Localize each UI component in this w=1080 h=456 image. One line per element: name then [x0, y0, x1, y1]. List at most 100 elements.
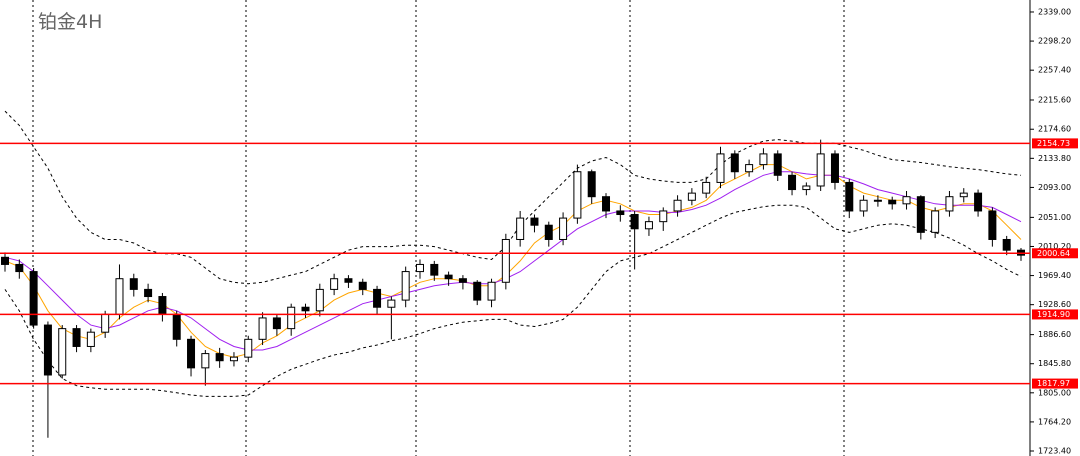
level-label: 2000.64: [1037, 249, 1070, 258]
candle-body: [58, 328, 67, 376]
candle-body: [344, 278, 353, 283]
candle-body: [330, 278, 339, 290]
candle-body: [687, 192, 696, 201]
candle-body: [115, 278, 124, 315]
candle-body: [287, 306, 296, 330]
candle-body: [530, 217, 539, 226]
candle-body: [859, 199, 868, 212]
level-label-bg: [1032, 138, 1078, 149]
candle-body: [945, 196, 954, 212]
candle-body: [644, 221, 653, 230]
candle-body: [72, 328, 81, 347]
candle-body: [830, 153, 839, 183]
y-tick-label: 1928.60: [1038, 300, 1071, 309]
candle-body: [1, 256, 9, 265]
y-tick-label: 2298.20: [1038, 37, 1071, 46]
candle-body: [630, 214, 639, 230]
level-label-bg: [1032, 378, 1078, 389]
candle-body: [716, 153, 725, 183]
y-tick-label: 1764.20: [1038, 417, 1071, 426]
candle-body: [988, 210, 997, 240]
candle-body: [373, 288, 382, 308]
candle-body: [816, 153, 825, 187]
candle-body: [702, 181, 711, 194]
chart-title: 铂金4H: [38, 11, 102, 33]
candle-body: [387, 299, 396, 308]
candle-body: [516, 217, 525, 240]
candle-body: [902, 196, 911, 205]
candle-body: [745, 164, 754, 173]
candle-body: [15, 263, 24, 273]
candle-body: [43, 324, 52, 376]
candle-body: [158, 296, 167, 315]
y-tick-label: 1805.00: [1038, 388, 1071, 397]
candle-body: [415, 263, 424, 273]
y-tick-label: 2010.20: [1038, 242, 1071, 251]
candle-body: [201, 353, 210, 369]
indicator-line: [4, 171, 1022, 351]
candle-body: [773, 153, 782, 176]
candle-body: [501, 238, 510, 283]
candles: [1, 139, 1025, 438]
candle-body: [974, 192, 983, 212]
level-label: 2154.73: [1037, 139, 1070, 148]
y-tick-label: 2093.00: [1038, 183, 1071, 192]
candle-body: [172, 313, 181, 340]
y-tick-label: 2051.00: [1038, 213, 1071, 222]
y-tick-label: 1969.40: [1038, 271, 1071, 280]
level-label-bg: [1032, 248, 1078, 259]
candle-body: [602, 196, 611, 212]
candle-body: [916, 196, 925, 233]
candle-body: [802, 185, 811, 191]
candle-body: [730, 153, 739, 173]
candle-body: [487, 281, 496, 301]
candle-body: [888, 199, 897, 205]
candle-body: [1002, 238, 1011, 251]
candle-body: [144, 288, 153, 298]
candle-body: [301, 306, 310, 312]
period-separators: [32, 0, 845, 456]
candle-body: [129, 278, 138, 290]
candle-body: [86, 331, 95, 347]
y-tick-label: 1723.40: [1038, 447, 1071, 456]
candle-body: [544, 224, 553, 240]
candle-body: [959, 192, 968, 198]
candle-body: [401, 271, 410, 301]
y-tick-label: 2257.40: [1038, 66, 1071, 75]
y-tick-label: 2215.60: [1038, 95, 1071, 104]
candle-body: [873, 199, 882, 202]
candle-body: [788, 174, 797, 191]
candle-body: [659, 210, 668, 223]
candle-body: [215, 353, 224, 362]
y-tick-label: 1886.60: [1038, 330, 1071, 339]
candle-body: [573, 171, 582, 219]
candle-body: [229, 356, 238, 362]
candle-body: [931, 210, 940, 233]
candle-body: [759, 153, 768, 166]
candle-body: [272, 317, 281, 330]
candle-body: [187, 338, 196, 369]
y-tick-label: 1845.80: [1038, 359, 1071, 368]
candle-body: [444, 274, 453, 280]
level-label-bg: [1032, 309, 1078, 320]
candle-body: [473, 281, 482, 301]
indicator-line: [4, 110, 1022, 285]
candle-body: [101, 313, 110, 333]
candle-body: [845, 181, 854, 212]
candle-body: [29, 271, 38, 326]
y-tick-label: 2174.60: [1038, 125, 1071, 134]
level-label: 1914.90: [1037, 310, 1070, 319]
y-tick-label: 2133.80: [1038, 154, 1071, 163]
candle-body: [358, 281, 367, 290]
candle-body: [315, 288, 324, 312]
candle-body: [673, 199, 682, 212]
candle-body: [616, 210, 625, 216]
candle-body: [458, 278, 467, 283]
y-tick-label: 2339.00: [1038, 7, 1071, 16]
candle-body: [244, 338, 253, 358]
candle-body: [258, 317, 267, 340]
candle-body: [587, 171, 596, 198]
